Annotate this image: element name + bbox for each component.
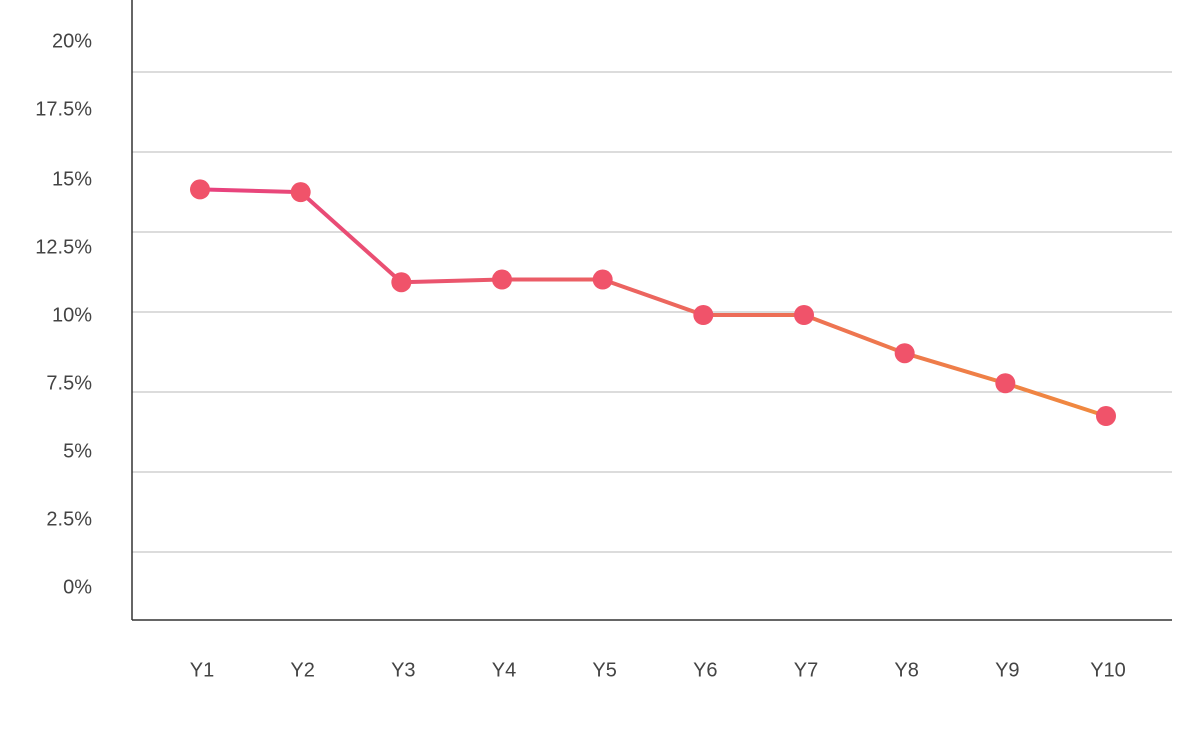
data-point xyxy=(492,269,512,290)
data-point xyxy=(794,305,814,325)
x-tick-label: Y4 xyxy=(492,659,516,681)
y-axis-ticks: 0% 2.5% 5% 7.5% 10% 12.5% 15% 17.5% 20% xyxy=(35,30,92,598)
x-tick-label: Y1 xyxy=(190,659,214,681)
data-point xyxy=(290,182,311,203)
data-point xyxy=(1096,406,1116,427)
y-tick-label: 0% xyxy=(63,576,92,598)
y-tick-label: 20% xyxy=(52,30,92,52)
series xyxy=(190,179,1116,427)
data-point xyxy=(190,179,210,200)
y-tick-label: 17.5% xyxy=(35,98,92,120)
y-tick-label: 5% xyxy=(63,440,92,462)
y-tick-label: 15% xyxy=(52,168,92,190)
x-tick-label: Y6 xyxy=(693,659,717,681)
x-tick-label: Y10 xyxy=(1090,659,1126,681)
data-point xyxy=(391,272,412,293)
data-point xyxy=(592,269,613,290)
x-tick-label: Y5 xyxy=(592,659,616,681)
x-tick-label: Y3 xyxy=(391,659,415,681)
grid-lines xyxy=(132,71,1172,553)
y-tick-label: 10% xyxy=(52,304,92,326)
axes xyxy=(131,0,1172,621)
x-tick-label: Y2 xyxy=(290,659,314,681)
y-tick-label: 12.5% xyxy=(35,236,92,258)
y-tick-label: 7.5% xyxy=(46,372,92,394)
y-tick-label: 2.5% xyxy=(46,508,92,530)
series-line xyxy=(198,187,1108,419)
data-point xyxy=(995,373,1016,394)
x-axis-ticks: Y1 Y2 Y3 Y4 Y5 Y6 Y7 Y8 Y9 Y10 xyxy=(190,659,1126,681)
x-tick-label: Y8 xyxy=(894,659,918,681)
x-tick-label: Y9 xyxy=(995,659,1019,681)
data-point xyxy=(693,305,714,325)
x-tick-label: Y7 xyxy=(794,659,818,681)
data-point xyxy=(894,343,915,364)
